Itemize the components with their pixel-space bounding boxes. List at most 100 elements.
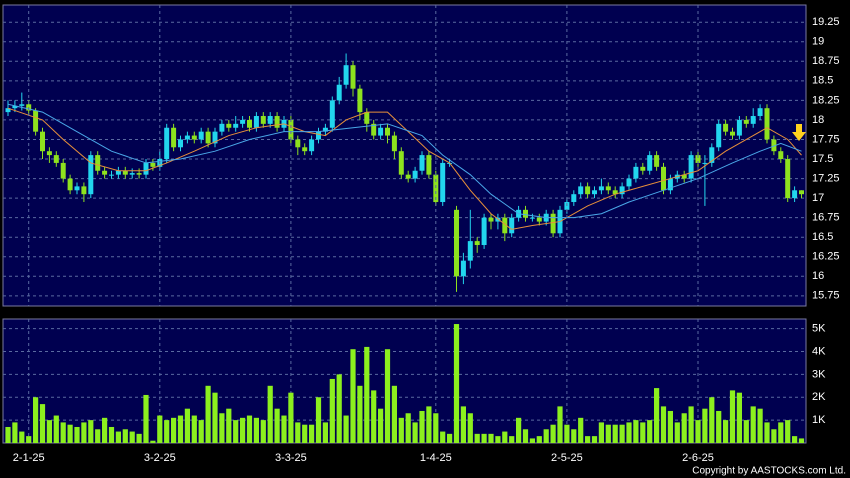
volume-bar bbox=[585, 436, 591, 443]
volume-bar bbox=[633, 420, 639, 443]
candle-body bbox=[419, 155, 425, 171]
volume-bar bbox=[177, 415, 184, 443]
volume-bar bbox=[205, 385, 211, 443]
candle-body bbox=[750, 116, 756, 124]
candle-body bbox=[129, 173, 135, 175]
volume-bar bbox=[736, 392, 742, 443]
candle-body bbox=[81, 186, 87, 195]
candle-body bbox=[88, 155, 94, 195]
candle-body bbox=[764, 108, 770, 140]
volume-bar bbox=[33, 397, 39, 443]
candle-body bbox=[736, 119, 742, 136]
candle-body bbox=[336, 84, 342, 101]
volume-bar bbox=[571, 429, 577, 443]
volume-bar bbox=[233, 420, 239, 443]
candle-body bbox=[5, 108, 11, 113]
candle-body bbox=[716, 123, 722, 148]
volume-bar bbox=[212, 392, 218, 443]
candle-body bbox=[178, 139, 183, 148]
y-tick-label: 18 bbox=[812, 114, 824, 126]
volume-bar bbox=[384, 349, 391, 443]
volume-bar bbox=[19, 431, 25, 443]
volume-bar bbox=[378, 408, 384, 443]
candle-body bbox=[467, 241, 473, 261]
candle-body bbox=[253, 116, 259, 128]
volume-bar bbox=[509, 436, 515, 443]
volume-bar bbox=[88, 420, 94, 443]
candle-body bbox=[688, 155, 694, 179]
candle-body bbox=[647, 155, 653, 171]
y-tick-label: 19.25 bbox=[812, 16, 840, 28]
volume-bar bbox=[122, 429, 128, 443]
candle-body bbox=[12, 105, 18, 109]
candle-body bbox=[322, 127, 328, 132]
volume-bar bbox=[371, 390, 377, 443]
volume-bar bbox=[522, 429, 529, 443]
x-tick-label: 3-3-25 bbox=[275, 452, 307, 464]
volume-bar bbox=[357, 385, 363, 443]
y-tick-label: 16 bbox=[812, 270, 824, 282]
volume-bar bbox=[529, 438, 535, 443]
volume-bar bbox=[260, 420, 266, 443]
volume-bar bbox=[447, 433, 453, 443]
volume-bar bbox=[302, 424, 308, 443]
candle-body bbox=[212, 131, 218, 144]
volume-bar bbox=[336, 374, 342, 443]
candle-body bbox=[364, 112, 370, 124]
y-tick-label: 17.25 bbox=[812, 172, 840, 184]
candle-body bbox=[164, 127, 170, 160]
volume-bar bbox=[5, 426, 11, 443]
candle-body bbox=[136, 173, 142, 175]
y-tick-label: 1K bbox=[812, 414, 826, 426]
volume-bar bbox=[481, 433, 487, 443]
candle-body bbox=[695, 155, 701, 163]
candle-body bbox=[509, 217, 515, 234]
price-panel bbox=[2, 4, 807, 307]
volume-bar bbox=[171, 417, 177, 443]
candle-body bbox=[309, 139, 315, 152]
candle-body bbox=[184, 135, 190, 140]
volume-bar bbox=[750, 406, 756, 443]
volume-bar bbox=[412, 422, 418, 443]
volume-bar bbox=[136, 433, 142, 443]
candle-body bbox=[240, 119, 246, 124]
volume-bar bbox=[322, 422, 328, 443]
candle-body bbox=[612, 190, 618, 195]
candle-body bbox=[343, 65, 349, 85]
x-tick-label: 1-4-25 bbox=[420, 452, 452, 464]
candle-body bbox=[150, 162, 156, 167]
volume-bar bbox=[246, 415, 253, 443]
volume-bar bbox=[709, 397, 715, 443]
volume-bar bbox=[640, 422, 646, 443]
volume-bar bbox=[764, 422, 770, 443]
candle-body bbox=[433, 174, 439, 203]
volume-bar bbox=[274, 408, 280, 443]
signal-arrow bbox=[792, 124, 806, 141]
candle-body bbox=[67, 178, 73, 191]
volume-bar bbox=[419, 410, 425, 443]
candle-body bbox=[605, 186, 611, 191]
candle-body bbox=[357, 88, 363, 113]
volume-bar bbox=[771, 429, 777, 443]
volume-bar bbox=[516, 417, 522, 443]
candle-body bbox=[385, 127, 390, 136]
candle-body bbox=[799, 190, 804, 195]
volume-bar bbox=[288, 392, 294, 443]
candle-body bbox=[109, 174, 114, 176]
candle-body bbox=[33, 110, 39, 132]
volume-bar bbox=[143, 394, 149, 443]
volume-bar bbox=[440, 431, 446, 443]
candle-body bbox=[654, 155, 660, 167]
volume-bar bbox=[102, 417, 108, 443]
volume-bar bbox=[578, 417, 584, 443]
volume-bar bbox=[157, 415, 163, 443]
volume-bar bbox=[502, 431, 508, 443]
candle-body bbox=[785, 159, 791, 199]
candle-body bbox=[198, 131, 204, 140]
volume-bar bbox=[226, 408, 232, 443]
volume-bar bbox=[184, 408, 190, 443]
candle-body bbox=[115, 170, 121, 175]
volume-bar bbox=[364, 346, 370, 443]
candle-body bbox=[329, 100, 335, 128]
